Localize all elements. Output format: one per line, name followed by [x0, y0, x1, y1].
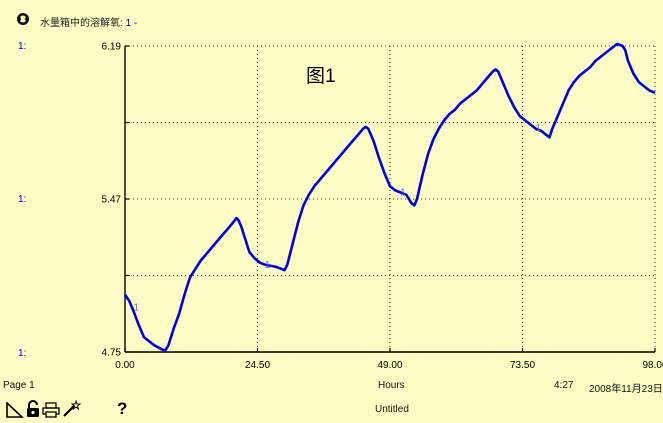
- help-icon[interactable]: ?: [117, 399, 128, 418]
- chart-header: 水量箱中的溶解氧: 1 -: [40, 14, 137, 29]
- document-name: Untitled: [375, 404, 409, 415]
- header-series-ref: 1 -: [125, 18, 138, 29]
- print-icon[interactable]: [42, 402, 60, 420]
- timestamp-date: 2008年11月23日: [589, 384, 663, 395]
- x-tick-label-0: 0.00: [115, 360, 135, 371]
- series-line-1: [123, 42, 656, 352]
- series-marker-1: 1: [265, 260, 271, 271]
- series-marker-2: 1: [400, 188, 406, 199]
- x-tick-label-2: 49.00: [377, 360, 402, 371]
- timestamp-time: 4:27: [554, 380, 574, 391]
- page-label[interactable]: Page 1: [3, 380, 35, 391]
- x-tick-label-1: 24.50: [245, 360, 270, 371]
- x-axis-label: Hours: [378, 380, 405, 391]
- x-tick-label-4: 98.00: [642, 360, 663, 371]
- axis-series-label-bottom: 1:: [18, 348, 27, 359]
- axis-series-label-top: 1:: [18, 41, 27, 52]
- y-tick-label-1: 5.47: [102, 195, 122, 206]
- y-tick-label-0: 4.75: [102, 348, 122, 359]
- axis-series-label-mid: 1:: [18, 194, 27, 205]
- y-tick-label-2: 6.19: [102, 42, 122, 53]
- system-menu-icon[interactable]: [16, 12, 30, 26]
- series-marker-3: 1: [535, 123, 541, 134]
- magic-wand-icon[interactable]: [62, 400, 82, 418]
- x-tick-label-3: 73.50: [510, 360, 535, 371]
- series-marker-0: 1: [133, 302, 139, 313]
- graph-pad-icon[interactable]: [6, 402, 24, 420]
- header-title: 水量箱中的溶解氧:: [40, 18, 126, 29]
- lock-icon[interactable]: [26, 400, 40, 418]
- chart-title: 图1: [306, 66, 336, 87]
